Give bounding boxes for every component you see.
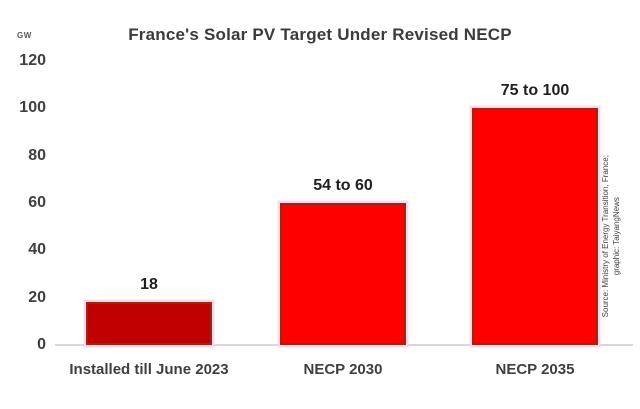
bar [280,203,406,345]
x-axis-category-label: Installed till June 2023 [69,361,229,378]
bar-value-label: 54 to 60 [313,177,373,194]
y-axis-unit-label: GW [17,31,32,40]
y-axis-tick-label: 40 [28,241,46,259]
y-axis-tick-label: 80 [28,146,46,164]
bar-value-label: 75 to 100 [500,82,570,100]
y-axis-tick-label: 0 [37,336,46,353]
y-axis-tick-label: 60 [28,194,46,211]
x-axis-category-label: NECP 2035 [495,361,575,378]
source-note-line: Source: Ministry of Energy Transition, F… [600,155,610,318]
chart-title: France's Solar PV Target Under Revised N… [128,25,512,44]
source-note: Source: Ministry of Energy Transition, F… [600,111,622,361]
bar [472,108,598,345]
y-axis-tick-label: 100 [19,99,46,117]
y-axis-tick-label: 20 [28,288,46,306]
bar [86,302,212,345]
source-note-line: graphic: TaiyangNews [612,197,621,276]
y-axis-tick-label: 120 [19,52,46,69]
bar-value-label: 18 [140,276,158,294]
x-axis-line [55,344,633,346]
x-axis-category-label: NECP 2030 [303,361,383,378]
